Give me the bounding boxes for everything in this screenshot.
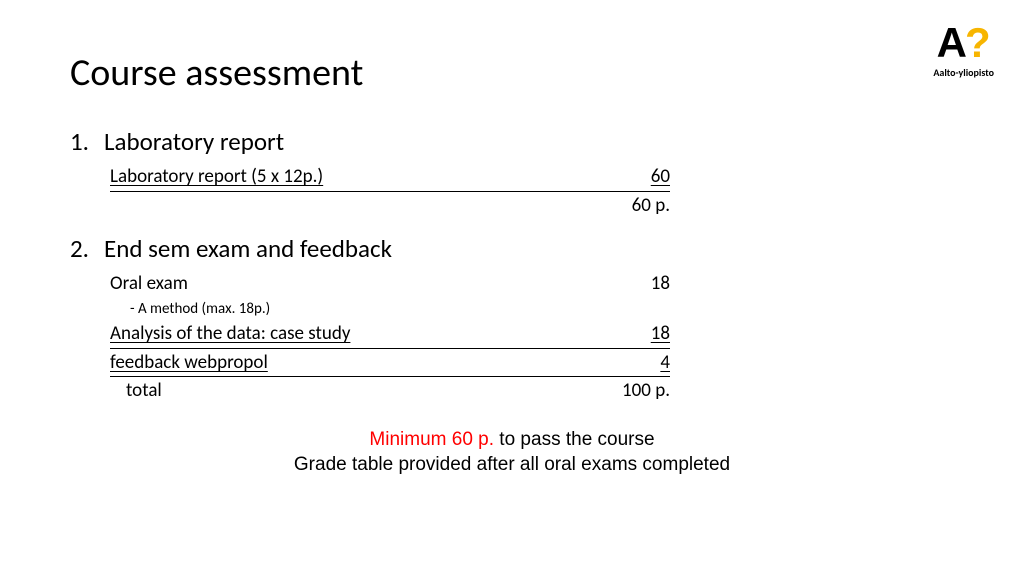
section-title: Laboratory report: [104, 126, 284, 157]
row-lab-report: Laboratory report (5 x 12p.) 60: [110, 163, 670, 192]
row-label: total: [110, 377, 602, 405]
row-value: 100 p.: [602, 377, 670, 405]
section-number: 1.: [70, 126, 104, 157]
section-heading: 2. End sem exam and feedback: [70, 233, 954, 264]
footer-note: Minimum 60 p. to pass the course Grade t…: [70, 427, 954, 478]
footer-line-2: Grade table provided after all oral exam…: [70, 452, 954, 478]
aalto-mark: A ?: [933, 22, 994, 64]
footer-line-1: Minimum 60 p. to pass the course: [70, 427, 954, 453]
page-title: Course assessment: [70, 50, 954, 96]
row-label: Laboratory report (5 x 12p.): [110, 163, 631, 191]
row-analysis: Analysis of the data: case study 18: [110, 320, 670, 349]
aalto-question-icon: ?: [965, 22, 991, 64]
subtotal-value: 60 p.: [632, 192, 670, 220]
row-total: total 100 p.: [110, 377, 670, 405]
row-oral-exam: Oral exam 18: [110, 270, 670, 298]
section-title: End sem exam and feedback: [104, 233, 392, 264]
row-subnote: - A method (max. 18p.): [130, 298, 670, 321]
section-laboratory-report: 1. Laboratory report Laboratory report (…: [70, 126, 954, 219]
row-label: Oral exam: [110, 270, 631, 298]
section-number: 2.: [70, 233, 104, 264]
subtotal: 60 p.: [110, 192, 670, 220]
aalto-university-text: Aalto-yliopisto: [933, 66, 994, 79]
row-value: 4: [640, 349, 670, 377]
row-label: feedback webpropol: [110, 349, 640, 377]
row-value: 60: [631, 163, 670, 191]
minimum-points: Minimum 60 p.: [369, 429, 494, 450]
section-rows: Oral exam 18 - A method (max. 18p.) Anal…: [110, 270, 670, 405]
section-heading: 1. Laboratory report: [70, 126, 954, 157]
row-feedback: feedback webpropol 4: [110, 349, 670, 378]
aalto-letter: A: [937, 22, 965, 64]
row-value: 18: [631, 270, 670, 298]
minimum-suffix: to pass the course: [494, 429, 655, 450]
section-rows: Laboratory report (5 x 12p.) 60 60 p.: [110, 163, 670, 219]
section-end-sem-exam: 2. End sem exam and feedback Oral exam 1…: [70, 233, 954, 405]
aalto-logo: A ? Aalto-yliopisto: [933, 22, 994, 79]
slide: A ? Aalto-yliopisto Course assessment 1.…: [0, 0, 1024, 576]
row-value: 18: [631, 320, 670, 348]
row-label: Analysis of the data: case study: [110, 320, 631, 348]
